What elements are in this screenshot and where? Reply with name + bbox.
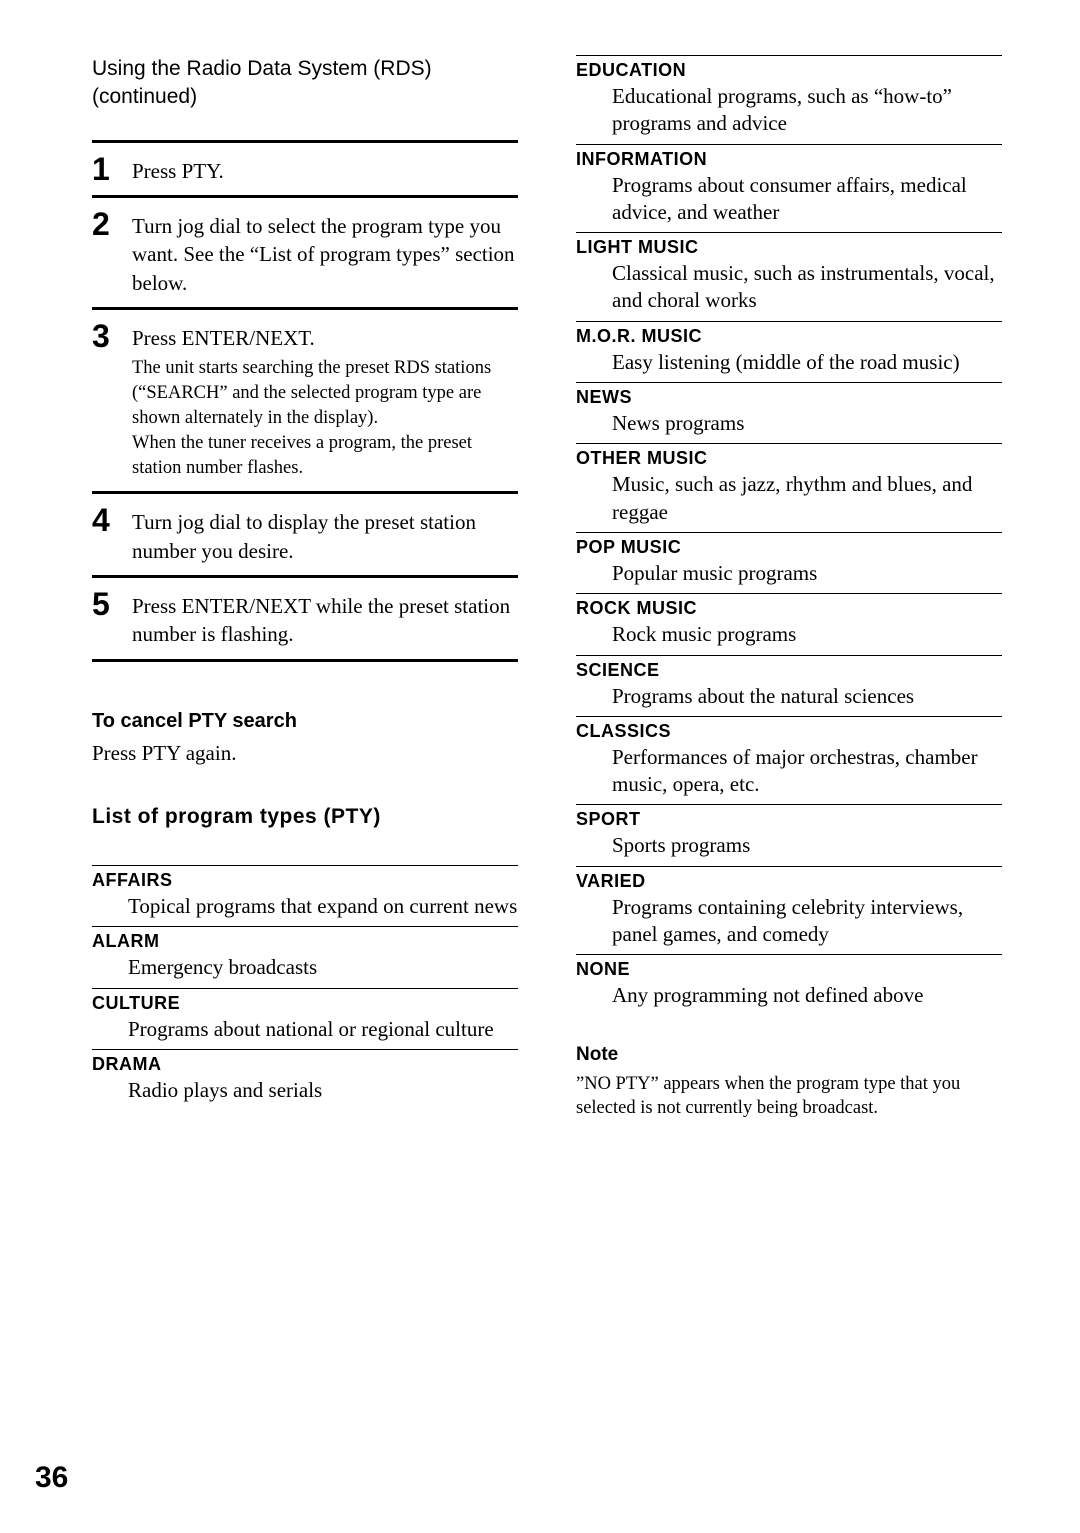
pty-name: OTHER MUSIC [576,448,1002,469]
step-main-text: Press PTY. [132,157,518,185]
note-heading: Note [576,1044,1002,1066]
note-text: ”NO PTY” appears when the program type t… [576,1072,1002,1120]
pty-name: POP MUSIC [576,537,1002,558]
pty-list-heading: List of program types (PTY) [92,805,518,829]
pty-desc: Educational programs, such as “how-to” p… [576,83,1002,138]
step-number: 3 [92,318,114,481]
pty-name: SPORT [576,809,1002,830]
pty-desc: Sports programs [576,832,1002,859]
pty-name: NONE [576,959,1002,980]
pty-item: DRAMA Radio plays and serials [92,1049,518,1110]
pty-item: OTHER MUSIC Music, such as jazz, rhythm … [576,443,1002,532]
pty-item: ROCK MUSIC Rock music programs [576,593,1002,654]
pty-desc: Topical programs that expand on current … [92,893,518,920]
pty-item: CLASSICS Performances of major orchestra… [576,716,1002,805]
steps-list: 1 Press PTY. 2 Turn jog dial to select t… [92,140,518,662]
pty-item: AFFAIRS Topical programs that expand on … [92,865,518,926]
right-column: EDUCATION Educational programs, such as … [576,55,1002,1120]
pty-desc: Classical music, such as instrumentals, … [576,260,1002,315]
step-main-text: Press ENTER/NEXT while the preset statio… [132,592,518,649]
pty-item: SPORT Sports programs [576,804,1002,865]
pty-name: M.O.R. MUSIC [576,326,1002,347]
pty-item: NONE Any programming not defined above [576,954,1002,1015]
step-body: Press PTY. [132,151,518,185]
pty-name: AFFAIRS [92,870,518,891]
pty-desc: Programs about national or regional cult… [92,1016,518,1043]
pty-desc: Music, such as jazz, rhythm and blues, a… [576,471,1002,526]
pty-name: INFORMATION [576,149,1002,170]
pty-list-right: EDUCATION Educational programs, such as … [576,55,1002,1016]
pty-desc: News programs [576,410,1002,437]
step-item: 3 Press ENTER/NEXT. The unit starts sear… [92,307,518,491]
pty-item: INFORMATION Programs about consumer affa… [576,144,1002,233]
pty-desc: Programs about consumer affairs, medical… [576,172,1002,227]
pty-list-left: AFFAIRS Topical programs that expand on … [92,865,518,1110]
pty-desc: Popular music programs [576,560,1002,587]
step-number: 5 [92,586,114,649]
section-title: Using the Radio Data System (RDS) (conti… [92,55,518,112]
pty-item: NEWS News programs [576,382,1002,443]
pty-item: CULTURE Programs about national or regio… [92,988,518,1049]
step-main-text: Turn jog dial to display the preset stat… [132,508,518,565]
steps-end-rule [92,659,518,662]
pty-desc: Easy listening (middle of the road music… [576,349,1002,376]
pty-item: LIGHT MUSIC Classical music, such as ins… [576,232,1002,321]
pty-item: SCIENCE Programs about the natural scien… [576,655,1002,716]
pty-name: ROCK MUSIC [576,598,1002,619]
page-number: 36 [35,1461,68,1495]
pty-desc: Programs about the natural sciences [576,683,1002,710]
pty-item: ALARM Emergency broadcasts [92,926,518,987]
pty-desc: Performances of major orchestras, chambe… [576,744,1002,799]
pty-name: CULTURE [92,993,518,1014]
pty-item: POP MUSIC Popular music programs [576,532,1002,593]
pty-item: M.O.R. MUSIC Easy listening (middle of t… [576,321,1002,382]
step-number: 4 [92,502,114,565]
pty-name: ALARM [92,931,518,952]
step-main-text: Turn jog dial to select the program type… [132,212,518,297]
pty-name: SCIENCE [576,660,1002,681]
pty-item: VARIED Programs containing celebrity int… [576,866,1002,955]
step-body: Turn jog dial to display the preset stat… [132,502,518,565]
pty-name: EDUCATION [576,60,1002,81]
pty-desc: Emergency broadcasts [92,954,518,981]
pty-name: NEWS [576,387,1002,408]
pty-desc: Any programming not defined above [576,982,1002,1009]
step-number: 1 [92,151,114,185]
step-body: Turn jog dial to select the program type… [132,206,518,297]
pty-desc: Radio plays and serials [92,1077,518,1104]
cancel-heading: To cancel PTY search [92,710,518,733]
step-item: 1 Press PTY. [92,140,518,195]
step-body: Press ENTER/NEXT while the preset statio… [132,586,518,649]
step-item: 4 Turn jog dial to display the preset st… [92,491,518,575]
step-main-text: Press ENTER/NEXT. [132,324,518,352]
pty-item: EDUCATION Educational programs, such as … [576,55,1002,144]
page-content: Using the Radio Data System (RDS) (conti… [0,0,1080,1160]
cancel-text: Press PTY again. [92,739,518,767]
pty-name: DRAMA [92,1054,518,1075]
pty-desc: Programs containing celebrity interviews… [576,894,1002,949]
pty-name: LIGHT MUSIC [576,237,1002,258]
pty-desc: Rock music programs [576,621,1002,648]
step-sub-text: The unit starts searching the preset RDS… [132,356,518,481]
step-body: Press ENTER/NEXT. The unit starts search… [132,318,518,481]
pty-name: CLASSICS [576,721,1002,742]
pty-name: VARIED [576,871,1002,892]
step-item: 5 Press ENTER/NEXT while the preset stat… [92,575,518,659]
left-column: Using the Radio Data System (RDS) (conti… [92,55,518,1120]
step-item: 2 Turn jog dial to select the program ty… [92,195,518,307]
step-number: 2 [92,206,114,297]
